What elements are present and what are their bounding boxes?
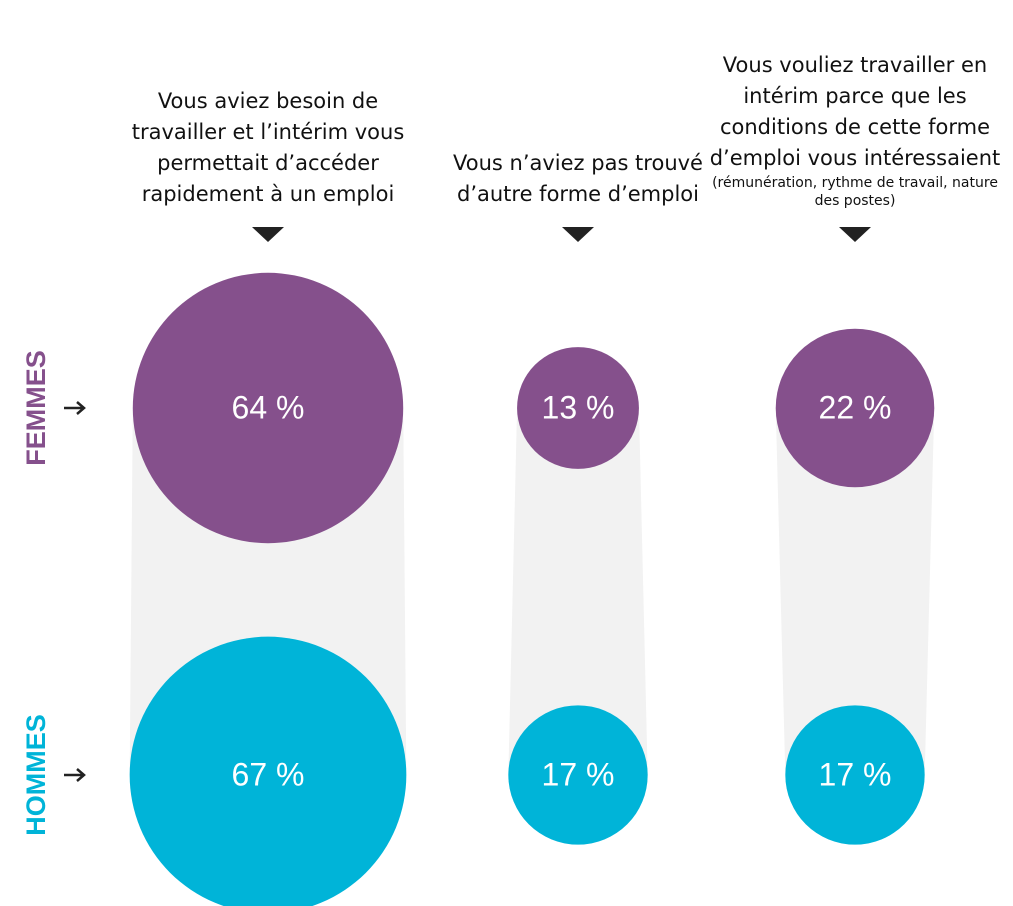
column-heading: Vous aviez besoin de travailler et l’int… — [123, 86, 413, 210]
connector — [775, 408, 935, 775]
heading-text: Vous vouliez travailler en intérim parce… — [709, 53, 1001, 170]
value-label: 17 % — [542, 756, 615, 792]
value-label: 22 % — [819, 389, 892, 425]
bubble — [785, 705, 925, 845]
series-name: HOMMES — [21, 714, 51, 836]
value-label: 67 % — [232, 756, 305, 792]
row-label: HOMMES — [21, 714, 51, 836]
bubble — [132, 272, 404, 544]
column-heading: Vous vouliez travailler en intérim parce… — [705, 50, 1005, 210]
connector — [508, 408, 648, 775]
bubble — [508, 705, 648, 845]
pointer — [252, 227, 284, 242]
arrow — [64, 768, 86, 782]
value-label: 17 % — [819, 756, 892, 792]
value-label: 13 % — [542, 389, 615, 425]
column-heading: Vous n’aviez pas trouvé d’autre forme d’… — [453, 148, 703, 210]
arrow — [64, 401, 86, 415]
value-label: 64 % — [232, 389, 305, 425]
bubble — [775, 328, 935, 488]
bubble — [129, 636, 407, 906]
heading-note: (rémunération, rythme de travail, nature… — [712, 175, 998, 209]
pointer — [839, 227, 871, 242]
heading-text: Vous n’aviez pas trouvé d’autre forme d’… — [453, 151, 703, 206]
pointer — [562, 227, 594, 242]
series-name: FEMMES — [21, 350, 51, 466]
bubble — [517, 347, 639, 469]
heading-text: Vous aviez besoin de travailler et l’int… — [131, 89, 405, 206]
row-label: FEMMES — [21, 350, 51, 466]
